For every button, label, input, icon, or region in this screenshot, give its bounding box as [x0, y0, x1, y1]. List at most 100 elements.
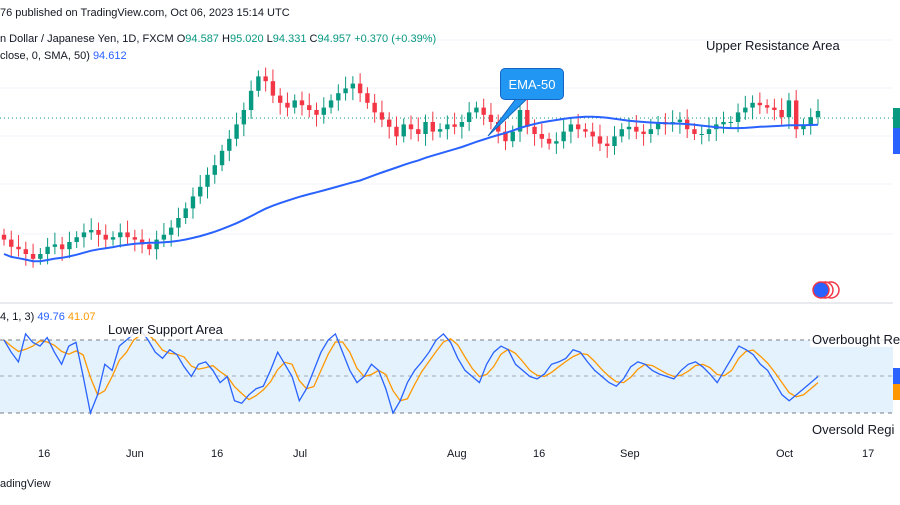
candle-body [510, 131, 515, 142]
x-tick-label: 16 [533, 448, 546, 460]
candle-body [634, 126, 639, 132]
candle-body [735, 112, 741, 122]
candle-body [118, 232, 123, 238]
candle-body [445, 124, 450, 130]
x-tick-label: Oct [776, 448, 794, 460]
x-tick-label: 16 [38, 448, 51, 460]
candle-body [612, 136, 617, 146]
osc-scale-marker-orange [893, 384, 900, 400]
candle-body [459, 122, 465, 127]
candle-body [38, 254, 43, 259]
candle-body [205, 174, 210, 187]
candle-body [772, 107, 777, 110]
candle-body [481, 107, 486, 115]
ohlc-open: 94.587 [185, 33, 219, 45]
candle-body [641, 131, 646, 134]
event-badge-icon [812, 281, 840, 299]
ma-line [3, 115, 819, 263]
candle-body [1, 234, 7, 240]
symbol-info: n Dollar / Japanese Yen, 1D, FXCM O94.58… [0, 33, 436, 45]
lower-support-label: Lower Support Area [106, 322, 225, 337]
candle-body [125, 232, 130, 238]
candle-body [212, 165, 217, 175]
publish-info: 76 published on TradingView.com, Oct 06,… [0, 7, 290, 19]
candle-body [372, 102, 377, 113]
ohlc-open-label: O [176, 33, 186, 45]
candle-body [408, 124, 414, 130]
candle-body [74, 237, 79, 242]
candle-body [699, 134, 704, 135]
candle-body [757, 102, 763, 106]
candle-body [801, 124, 806, 130]
ema-callout: EMA-50 [500, 68, 564, 100]
candle-body [546, 138, 552, 144]
candle-body [452, 124, 457, 127]
candle-body [256, 76, 261, 91]
candle-body [648, 129, 654, 134]
candle-body [234, 124, 239, 139]
candle-body [147, 244, 152, 250]
candle-body [743, 107, 748, 113]
candle-body [139, 239, 145, 245]
candlestick-series [1, 67, 821, 268]
grid-lines [0, 39, 893, 235]
candle-body [292, 100, 297, 108]
candle-body [779, 110, 784, 118]
candle-body [401, 124, 406, 137]
symbol-name: n Dollar / Japanese Yen, 1D, FXCM [0, 33, 174, 45]
candle-body [59, 244, 65, 250]
candle-body [241, 110, 247, 125]
candle-body [336, 93, 341, 101]
candle-body [248, 90, 254, 110]
candle-body [328, 100, 334, 108]
ohlc-close: 94.957 [317, 33, 352, 45]
candle-body [626, 126, 632, 130]
ma-legend: close, 0, SMA, 50) 94.612 [0, 50, 127, 62]
x-tick-label: 17 [862, 448, 875, 460]
candle-body [45, 246, 50, 254]
candle-body [583, 129, 588, 132]
x-tick-label: 16 [211, 448, 224, 460]
candle-body [103, 234, 108, 240]
stoch-k-value: 49.76 [37, 311, 65, 323]
candle-body [539, 134, 545, 139]
candle-body [692, 129, 697, 134]
candle-body [386, 119, 392, 127]
candle-body [619, 129, 624, 137]
ohlc-high: 95.020 [229, 33, 264, 45]
candle-body [67, 242, 72, 250]
x-tick-label: Jun [126, 448, 144, 460]
ohlc-low: 94.331 [272, 33, 307, 45]
candle-body [270, 81, 276, 96]
candle-body [263, 76, 268, 82]
candle-body [16, 246, 21, 250]
candle-body [30, 254, 36, 259]
candle-body [764, 105, 770, 108]
candle-body [183, 208, 188, 218]
candle-body [750, 102, 755, 108]
candle-body [168, 227, 174, 235]
candle-body [655, 122, 661, 130]
osc-scale-marker-blue [893, 368, 900, 384]
candle-body [350, 83, 356, 89]
candle-body [394, 126, 399, 137]
candle-body [81, 232, 87, 238]
candle-body [575, 124, 581, 130]
candle-body [357, 83, 363, 94]
ohlc-low-label: L [266, 33, 273, 45]
candle-body [110, 237, 116, 240]
candle-body [728, 122, 733, 123]
candle-body [132, 237, 138, 240]
candle-body [176, 218, 181, 228]
candle-body [554, 141, 559, 144]
candle-body [365, 93, 370, 103]
ohlc-high-label: H [222, 33, 230, 45]
candle-body [466, 112, 472, 122]
candle-body [9, 239, 14, 247]
candle-body [590, 131, 595, 137]
candle-body [488, 114, 494, 122]
candle-body [198, 186, 203, 197]
candle-body [706, 129, 712, 134]
